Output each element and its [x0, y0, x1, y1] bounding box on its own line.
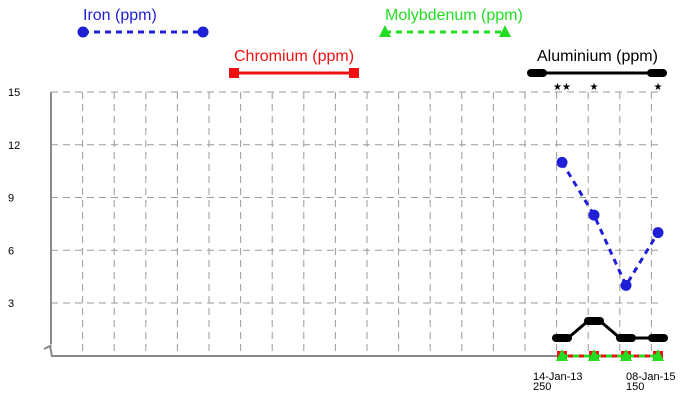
series-molybdenum [556, 349, 664, 361]
data-point [620, 349, 632, 361]
annotation: ★ [590, 82, 599, 93]
data-point [652, 349, 664, 361]
legend-marker [527, 69, 547, 77]
x-tick-sublabel: 150 [626, 381, 644, 393]
y-axis-break [43, 344, 54, 357]
legend-marker [349, 68, 359, 78]
legend: Iron (ppm) Chromium (ppm) Molybdenum (ppm)… [77, 7, 667, 78]
legend-label: Aluminium (ppm) [537, 48, 658, 65]
series-iron [556, 156, 664, 291]
series-aluminium [552, 317, 668, 342]
x-tick-sublabel: 250 [533, 381, 551, 393]
series [552, 156, 668, 361]
y-tick-label: 15 [8, 87, 20, 99]
y-tick-label: 12 [8, 140, 20, 152]
legend-label: Chromium (ppm) [234, 48, 354, 65]
data-point [588, 209, 600, 221]
grid [50, 91, 659, 356]
x-tick-label: 14-Jan-13 [533, 371, 583, 383]
series-line [556, 319, 664, 340]
data-point [652, 227, 664, 239]
annotation: ★★ [553, 82, 571, 93]
data-point [616, 334, 636, 342]
legend-marker [499, 25, 511, 37]
axes [43, 92, 663, 357]
legend-marker [379, 25, 391, 37]
legend-item: Aluminium (ppm) [527, 48, 667, 77]
legend-marker [77, 26, 89, 38]
annotations: ★★ ★ ★ [553, 82, 662, 93]
y-tick-labels: 3 6 9 12 15 [8, 87, 20, 310]
legend-item: Iron (ppm) [77, 7, 209, 38]
x-tick-label: 08-Jan-15 [626, 371, 676, 383]
data-point [620, 279, 632, 291]
legend-marker [229, 68, 239, 78]
legend-marker [647, 69, 667, 77]
legend-label: Iron (ppm) [83, 7, 157, 24]
series-line [560, 161, 660, 289]
data-point [648, 334, 668, 342]
legend-item: Chromium (ppm) [229, 48, 359, 78]
data-point [556, 156, 568, 168]
data-point [588, 349, 600, 361]
y-tick-label: 9 [8, 193, 14, 205]
annotation: ★ [654, 82, 663, 93]
y-tick-label: 6 [8, 245, 14, 257]
legend-item: Molybdenum (ppm) [379, 7, 523, 37]
data-point [552, 334, 572, 342]
y-tick-label: 3 [8, 298, 14, 310]
legend-label: Molybdenum (ppm) [385, 7, 523, 24]
legend-marker [197, 26, 209, 38]
data-point [556, 349, 568, 361]
data-point [584, 317, 604, 325]
